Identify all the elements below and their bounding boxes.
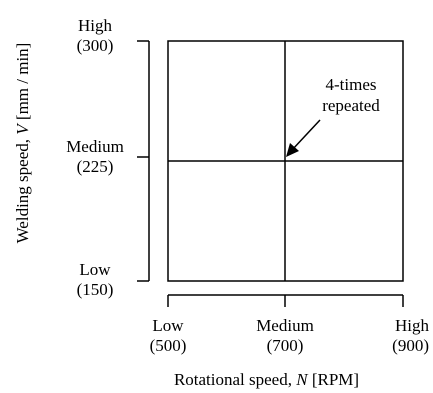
annotation-arrow-head	[286, 143, 299, 157]
x-tick-label-medium: Medium (700)	[240, 316, 330, 356]
x-axis-title-unit: [RPM]	[307, 370, 360, 389]
y-level-name: High	[78, 16, 112, 35]
x-level-value: (500)	[149, 336, 187, 355]
annotation-line-1: 4-times	[325, 75, 377, 94]
x-tick-label-high: High (900)	[339, 316, 429, 356]
annotation-line-2: repeated	[322, 96, 380, 115]
x-axis-title-symbol: N	[296, 370, 308, 389]
y-level-name: Low	[79, 260, 111, 279]
y-axis-title-symbol: V	[13, 124, 32, 135]
x-level-value: (900)	[392, 336, 429, 355]
annotation-arrow-line	[291, 119, 321, 151]
x-level-name: Low	[152, 316, 184, 335]
y-axis-title: Welding speed, V [mm / min]	[13, 18, 33, 268]
x-level-value: (700)	[266, 336, 304, 355]
y-axis-title-unit: [mm / min]	[13, 42, 32, 125]
y-level-name: Medium	[66, 137, 124, 156]
x-level-name: Medium	[256, 316, 314, 335]
y-tick-label-medium: Medium (225)	[50, 137, 140, 177]
y-level-value: (225)	[76, 157, 114, 176]
repetition-annotation: 4-times repeated	[296, 74, 406, 116]
x-level-name: High	[395, 316, 429, 335]
y-axis-title-prefix: Welding speed,	[13, 134, 32, 244]
x-axis-title: Rotational speed, N [RPM]	[100, 370, 433, 390]
x-axis-title-prefix: Rotational speed,	[173, 370, 297, 389]
y-tick-label-high: High (300)	[50, 16, 140, 56]
y-tick-label-low: Low (150)	[50, 260, 140, 300]
y-level-value: (150)	[76, 280, 114, 299]
x-tick-label-low: Low (500)	[123, 316, 213, 356]
y-level-value: (300)	[76, 36, 114, 55]
